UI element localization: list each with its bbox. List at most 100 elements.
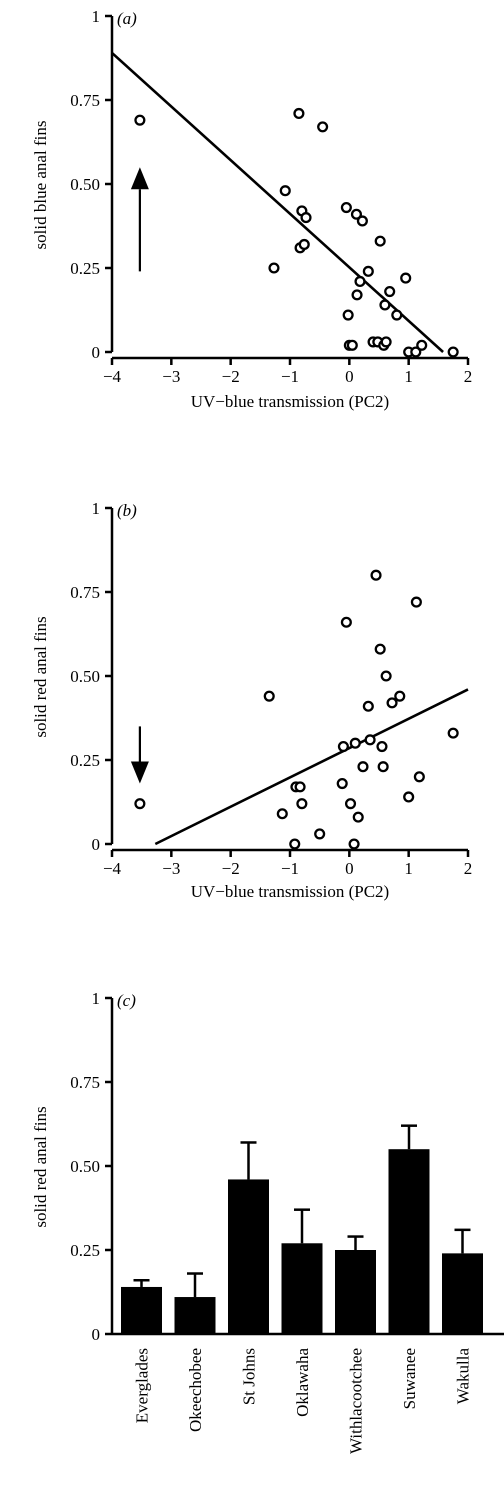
data-point [314, 828, 326, 840]
data-point [134, 798, 146, 810]
x-tick-label: −1 [281, 367, 299, 386]
data-point [348, 838, 360, 850]
bar [281, 1243, 323, 1334]
category-label: Wakulla [454, 1348, 473, 1405]
data-point [356, 215, 368, 227]
data-point [447, 727, 459, 739]
data-point [340, 201, 352, 214]
data-point [394, 690, 406, 702]
data-point [342, 309, 354, 321]
data-point [374, 235, 386, 247]
y-tick-label: 0.75 [70, 583, 100, 602]
data-point [370, 569, 382, 581]
x-tick-label: 0 [345, 367, 354, 386]
data-point [349, 737, 361, 749]
data-point [276, 808, 288, 820]
category-label: Oklawaha [293, 1348, 312, 1417]
data-point [317, 121, 329, 133]
data-point [296, 798, 308, 810]
data-point [336, 777, 348, 790]
data-point [379, 299, 391, 311]
y-tick-label: 1 [92, 499, 101, 518]
x-tick-label: −2 [222, 367, 240, 386]
data-point [413, 771, 425, 783]
panel-b-y-axis-title: solid red anal fins [31, 616, 50, 737]
panel-b-label: (b) [117, 501, 137, 520]
category-label: Withlacootchee [347, 1348, 366, 1454]
category-label: St Johns [240, 1348, 259, 1405]
bar [335, 1250, 376, 1334]
data-point [416, 339, 428, 351]
data-point [279, 185, 291, 197]
arrow-head [130, 761, 149, 784]
data-point [300, 212, 312, 224]
y-tick-label: 0.50 [70, 175, 100, 194]
y-tick-label: 1 [92, 7, 101, 26]
data-point [337, 741, 349, 753]
category-label: Suwanee [400, 1348, 419, 1409]
y-tick-label: 0.25 [70, 1241, 100, 1260]
data-point [380, 336, 392, 348]
data-point [289, 838, 301, 850]
x-tick-label: −3 [162, 367, 180, 386]
data-point [340, 616, 352, 628]
data-point [350, 208, 363, 220]
bar [442, 1253, 483, 1334]
panel-a-scatter: (a) solid blue anal fins UV−blue transmi… [31, 7, 472, 411]
x-tick-label: −4 [103, 859, 122, 878]
data-point [294, 781, 306, 793]
y-tick-label: 0 [92, 1325, 101, 1344]
panel-c-marks: Everglades Okeechobee St Johns Oklawaha With… [121, 1124, 483, 1454]
bar [388, 1149, 430, 1334]
x-tick-label: 1 [404, 367, 413, 386]
panel-a-marks [111, 51, 459, 358]
data-point [391, 309, 403, 321]
arrow-head [130, 167, 149, 190]
data-point [380, 670, 392, 682]
data-point [376, 741, 388, 753]
y-tick-label: 0 [92, 343, 101, 362]
data-point [346, 339, 358, 351]
panel-a-axes: 0 0.25 0.50 0.75 1 −4 −3 −2 −1 0 1 2 [70, 7, 472, 386]
data-point [377, 761, 389, 773]
y-tick-label: 1 [92, 989, 101, 1008]
panel-c-y-axis-title: solid red anal fins [31, 1106, 50, 1227]
x-tick-label: −1 [281, 859, 299, 878]
category-label: Okeechobee [186, 1348, 205, 1432]
panel-b-scatter: (b) solid red anal fins UV−blue transmis… [31, 499, 472, 901]
data-point [410, 346, 422, 358]
panel-a-x-axis-title: UV−blue transmission (PC2) [191, 392, 389, 411]
data-point [386, 697, 398, 709]
y-tick-label: 0.25 [70, 259, 100, 278]
bar [174, 1297, 216, 1334]
x-tick-label: −3 [162, 859, 180, 878]
data-point [263, 690, 275, 702]
x-tick-label: 0 [345, 859, 354, 878]
data-point [362, 700, 374, 712]
data-point [352, 811, 364, 823]
category-label: Everglades [133, 1348, 152, 1423]
y-tick-label: 0.50 [70, 1157, 100, 1176]
panel-a-y-axis-title: solid blue anal fins [31, 121, 50, 250]
y-tick-label: 0 [92, 835, 101, 854]
data-point [293, 107, 305, 119]
data-point [374, 643, 386, 655]
data-point [362, 265, 374, 277]
data-point [344, 798, 357, 810]
x-tick-label: 2 [464, 859, 473, 878]
x-tick-label: 1 [404, 859, 413, 878]
data-point [351, 289, 363, 301]
data-point [134, 114, 146, 126]
panel-b-x-axis-title: UV−blue transmission (PC2) [191, 882, 389, 901]
data-point [357, 761, 369, 773]
data-point [384, 285, 396, 298]
data-point [298, 238, 310, 251]
y-tick-label: 0.75 [70, 1073, 100, 1092]
bar [228, 1179, 269, 1334]
data-point [364, 734, 376, 746]
data-point [410, 596, 422, 608]
regression-line [154, 688, 469, 846]
y-tick-label: 0.25 [70, 751, 100, 770]
data-point [400, 272, 412, 284]
